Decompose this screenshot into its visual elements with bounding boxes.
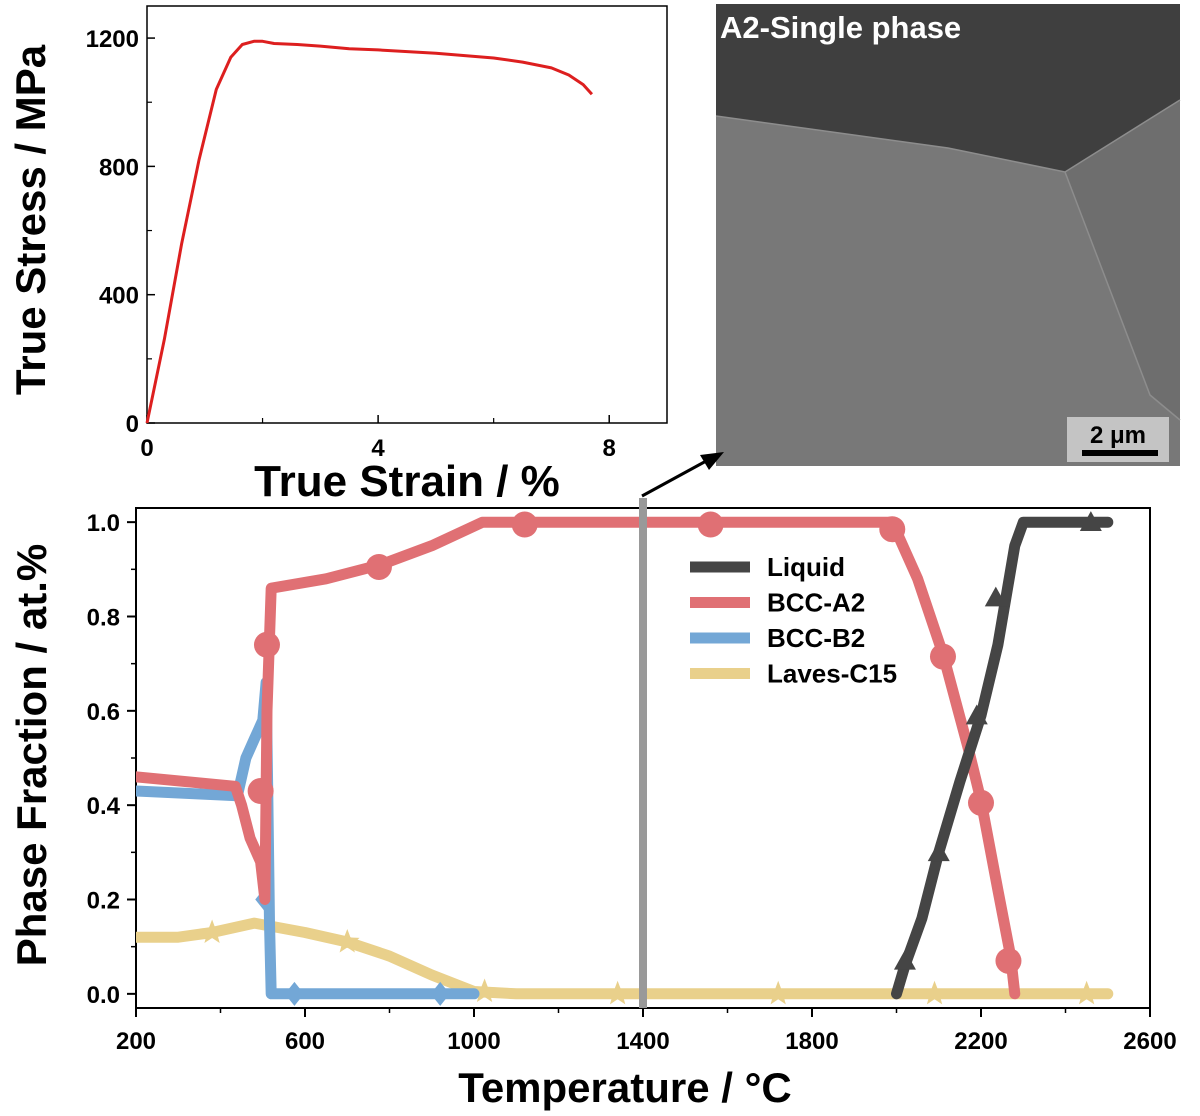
phase-fraction-chart: 200 600 1000 1400 1800 2200 2600 0.0 0.2 0.4 0.6 0.… — [8, 507, 1177, 1111]
marker-liquid — [893, 949, 916, 970]
marker-bcc-a2 — [247, 778, 274, 805]
stress-strain-x-axis-title: True Strain / % — [254, 457, 560, 506]
x-tick-label: 4 — [371, 435, 385, 462]
phase-fraction-x-axis-title: Temperature / °C — [458, 1064, 791, 1111]
marker-bcc-a2 — [253, 631, 280, 658]
marker-bcc-a2 — [995, 947, 1022, 974]
legend-label: BCC-A2 — [767, 588, 865, 618]
legend-label: BCC-B2 — [767, 623, 865, 653]
x-tick-label: 200 — [116, 1028, 156, 1055]
marker-bcc-a2 — [697, 511, 724, 538]
x-tick-label: 0 — [140, 435, 153, 462]
marker-laves-c15 — [605, 980, 630, 1005]
y-tick-label: 1.0 — [87, 510, 120, 537]
stress-strain-ticks: 0 4 8 0 400 800 1200 — [86, 26, 616, 462]
marker-bcc-a2 — [511, 511, 538, 538]
stress-strain-chart: 0 4 8 0 400 800 1200 True Strain / % True Stre… — [7, 5, 668, 506]
y-tick-label: 0.8 — [87, 604, 120, 631]
x-tick-label: 600 — [285, 1028, 325, 1055]
marker-bcc-a2 — [929, 643, 956, 670]
legend-label: Laves-C15 — [767, 659, 897, 689]
x-tick-label: 1800 — [785, 1028, 838, 1055]
grain-boundary-2 — [1064, 171, 1181, 421]
x-tick-label: 1000 — [447, 1028, 500, 1055]
y-tick-label: 0.2 — [87, 888, 120, 915]
scale-bar — [1082, 450, 1158, 456]
scale-bar-label: 2 μm — [1090, 422, 1146, 449]
marker-laves-c15 — [1074, 980, 1099, 1005]
x-tick-label: 8 — [603, 435, 616, 462]
y-tick-label: 0.4 — [87, 793, 121, 820]
legend-label: Liquid — [767, 552, 845, 582]
stress-strain-plot-frame — [146, 5, 668, 424]
marker-laves-c15 — [334, 929, 360, 953]
marker-liquid — [927, 841, 950, 862]
marker-laves-c15 — [472, 978, 497, 1002]
x-tick-label: 2200 — [954, 1028, 1007, 1055]
x-tick-label: 2600 — [1123, 1028, 1176, 1055]
stress-strain-y-axis-title: True Stress / MPa — [7, 44, 54, 395]
phase-fraction-series — [136, 511, 1114, 1006]
marker-bcc-b2 — [430, 981, 450, 1006]
marker-bcc-a2 — [968, 789, 994, 816]
micrograph-title: A2-Single phase — [720, 10, 961, 45]
y-tick-label: 400 — [99, 283, 139, 310]
grain-left — [716, 116, 1180, 466]
grain-right — [1065, 100, 1180, 420]
marker-laves-c15 — [922, 980, 947, 1005]
series-line-laves-c15 — [136, 917, 1114, 1000]
phase-fraction-ticks: 200 600 1000 1400 1800 2200 2600 0.0 0.2 0.4 0.6 0.… — [87, 510, 1177, 1055]
y-tick-label: 1200 — [86, 26, 139, 53]
stress-strain-curve — [145, 39, 594, 424]
marker-liquid — [984, 586, 1007, 607]
marker-liquid — [965, 704, 988, 725]
series-line-bcc-b2 — [136, 677, 480, 1000]
series-line-bcc-a2 — [136, 516, 1021, 1000]
marker-bcc-a2 — [879, 516, 906, 543]
sem-micrograph: A2-Single phase 2 μm — [715, 4, 1181, 466]
y-tick-label: 0.0 — [87, 982, 120, 1009]
y-tick-label: 800 — [99, 154, 139, 181]
link-arrow — [641, 452, 724, 498]
marker-bcc-a2 — [365, 553, 392, 580]
phase-legend: Liquid BCC-A2 BCC-B2 Laves-C15 — [690, 552, 897, 689]
y-tick-label: 0 — [126, 411, 139, 438]
y-tick-label: 0.6 — [87, 699, 120, 726]
phase-fraction-y-axis-title: Phase Fraction / at.% — [8, 544, 55, 966]
marker-liquid — [1079, 511, 1102, 531]
marker-bcc-b2 — [284, 981, 305, 1006]
marker-laves-c15 — [199, 919, 225, 943]
grain-top — [716, 4, 1180, 172]
x-tick-label: 1400 — [616, 1028, 669, 1055]
grain-boundary — [715, 99, 1181, 173]
marker-laves-c15 — [765, 980, 791, 1005]
series-line-liquid — [891, 516, 1114, 1000]
